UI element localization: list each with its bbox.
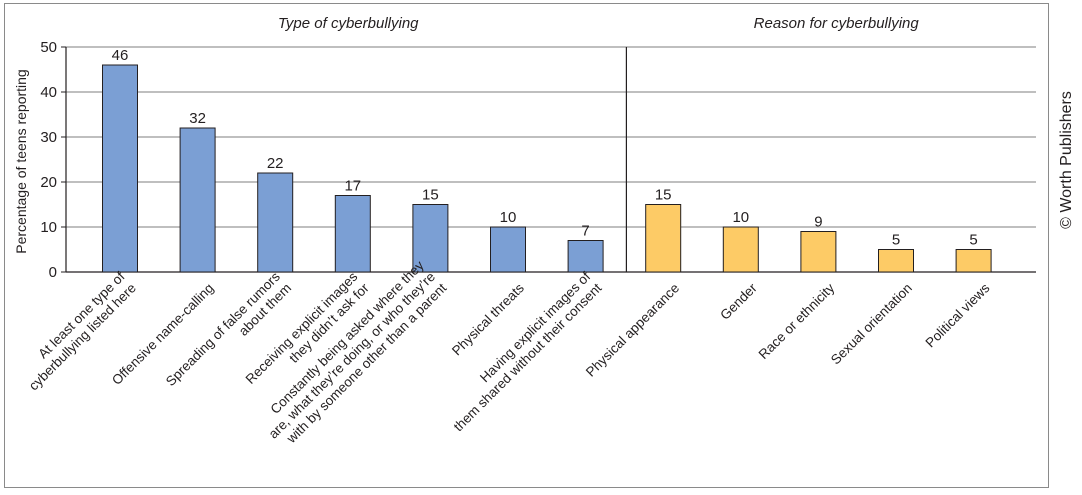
bar — [179, 127, 216, 273]
y-tick-label: 0 — [49, 264, 57, 281]
group-title: Type of cyberbullying — [278, 15, 419, 32]
copyright-credit: © Worth Publishers — [1058, 60, 1076, 260]
group-title: Reason for cyberbullying — [754, 15, 920, 32]
x-tick-label-line: with by someone other than a parent — [283, 280, 449, 446]
bar-value-label: 32 — [189, 110, 206, 127]
x-tick-label: Spreading of false rumorsabout them — [163, 269, 294, 400]
bar-value-label: 10 — [500, 209, 517, 226]
bar-value-label: 9 — [814, 214, 822, 231]
bar — [645, 204, 682, 273]
bar-value-label: 15 — [655, 187, 672, 204]
x-tick-label: Gender — [717, 280, 760, 323]
x-tick-label-line: Gender — [717, 280, 760, 323]
x-tick-label-line: Political views — [923, 280, 993, 350]
y-tick-label: 20 — [40, 174, 57, 191]
bar — [334, 195, 371, 273]
bar-value-label: 7 — [581, 223, 589, 240]
x-tick-label-line: them shared without their consent — [451, 280, 605, 434]
bar-value-label: 10 — [732, 209, 749, 226]
bar-value-label: 5 — [892, 232, 900, 249]
x-tick-label: Political views — [923, 280, 993, 350]
y-tick-label: 30 — [40, 129, 57, 146]
bar — [955, 249, 992, 273]
bar — [102, 64, 138, 273]
bar-value-label: 46 — [112, 47, 129, 64]
bar-value-label: 15 — [422, 187, 439, 204]
x-tick-label-line: Having explicit images of — [477, 269, 593, 385]
bar-value-label: 17 — [344, 178, 361, 195]
y-tick-label: 50 — [40, 39, 57, 56]
x-tick-label-line: Race or ethnicity — [756, 280, 838, 362]
x-tick-label: Sexual orientation — [828, 280, 915, 367]
bar-value-label: 5 — [969, 232, 977, 249]
bar — [800, 231, 837, 273]
x-tick-label-line: Sexual orientation — [828, 280, 915, 367]
x-tick-label: Race or ethnicity — [756, 280, 838, 362]
bar — [878, 249, 914, 273]
bar — [490, 226, 526, 273]
copyright-text: © Worth Publishers — [1058, 91, 1075, 229]
bar — [257, 172, 294, 273]
y-tick-label: 40 — [40, 84, 57, 101]
bar — [722, 226, 759, 273]
y-axis-label: Percentage of teens reporting — [13, 69, 29, 253]
bar-value-label: 22 — [267, 155, 284, 172]
bar — [412, 204, 449, 273]
bar — [567, 240, 604, 273]
chart-frame — [4, 3, 1049, 488]
y-tick-label: 10 — [40, 219, 57, 236]
